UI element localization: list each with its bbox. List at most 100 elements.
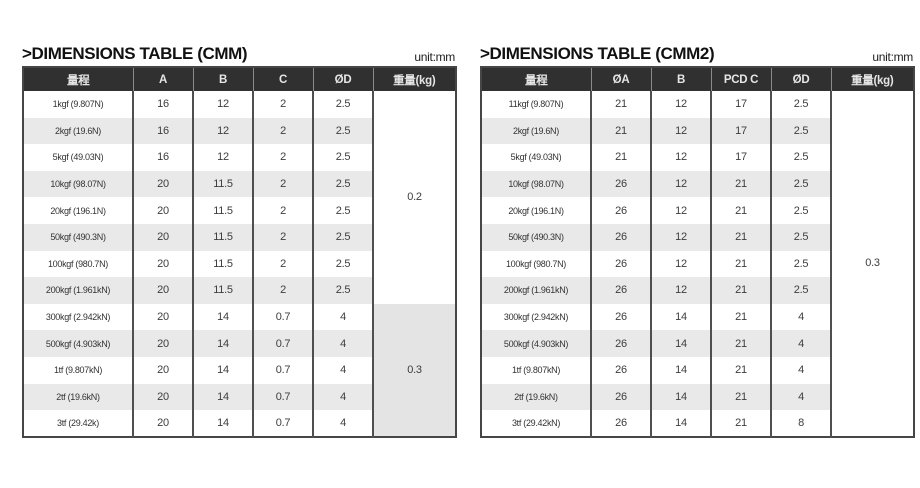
dimension-cell: 0.7	[252, 330, 313, 357]
dimension-cell: 2.5	[312, 117, 373, 145]
dimension-cell: 17	[710, 117, 771, 145]
dimension-cell: 20	[132, 277, 193, 304]
range-cell: 5kgf (49.03N)	[481, 144, 591, 171]
table-row: 300kgf (2.942kN) 26 14 21 4	[481, 303, 914, 331]
dimension-cell: 21	[710, 383, 771, 411]
table-row: 50kgf (490.3N) 20 11.5 2 2.5	[23, 223, 456, 251]
dimension-cell: 2.5	[312, 197, 373, 224]
table-row: 1tf (9.807kN) 20 14 0.7 4	[23, 356, 456, 384]
column-header: 重量(kg)	[372, 67, 456, 91]
table-row: 1kgf (9.807N) 16 12 2 2.5 0.2	[23, 91, 456, 304]
dimension-cell: 14	[650, 356, 711, 384]
column-header: C	[252, 67, 313, 91]
range-cell: 100kgf (980.7N)	[23, 250, 133, 278]
table-row: 500kgf (4.903kN) 26 14 21 4	[481, 330, 914, 357]
dimension-cell: 16	[132, 117, 193, 145]
table-row: 20kgf (196.1N) 26 12 21 2.5	[481, 197, 914, 224]
table-row: 2kgf (19.6N) 16 12 2 2.5	[23, 117, 456, 145]
dimension-cell: 20	[132, 170, 193, 198]
header-row: 量程 A B C ØD 重量(kg)	[23, 67, 456, 91]
column-header: B	[650, 67, 711, 91]
dimension-cell: 20	[132, 410, 193, 437]
dimension-cell: 4	[312, 356, 373, 384]
dimension-cell: 20	[132, 303, 193, 331]
column-header: ØD	[770, 67, 831, 91]
dimension-cell: 2.5	[770, 250, 831, 278]
dimension-cell: 11.5	[192, 197, 253, 224]
dimension-cell: 26	[590, 170, 651, 198]
dimension-cell: 12	[650, 91, 711, 118]
dimension-cell: 20	[132, 197, 193, 224]
dimension-cell: 12	[192, 91, 253, 118]
dimension-cell: 26	[590, 330, 651, 357]
dimension-cell: 14	[650, 330, 711, 357]
dimension-cell: 11.5	[192, 170, 253, 198]
cmm-table-head: 量程 A B C ØD 重量(kg)	[23, 67, 456, 91]
dimension-cell: 26	[590, 223, 651, 251]
range-cell: 11kgf (9.807N)	[481, 91, 591, 118]
dimension-cell: 2.5	[312, 277, 373, 304]
table-row: 2tf (19.6kN) 26 14 21 4	[481, 383, 914, 411]
table-row: 10kgf (98.07N) 20 11.5 2 2.5	[23, 170, 456, 198]
cmm2-unit-label: unit:mm	[872, 50, 913, 64]
dimension-cell: 4	[770, 383, 831, 411]
range-cell: 100kgf (980.7N)	[481, 250, 591, 278]
range-cell: 3tf (29.42kN)	[481, 410, 591, 437]
header-row: 量程 ØA B PCD C ØD 重量(kg)	[481, 67, 914, 91]
range-cell: 1tf (9.807kN)	[23, 356, 133, 384]
table-row: 2tf (19.6kN) 20 14 0.7 4	[23, 383, 456, 411]
dimension-cell: 14	[650, 410, 711, 437]
table-row: 2kgf (19.6N) 21 12 17 2.5	[481, 117, 914, 145]
dimension-cell: 4	[770, 330, 831, 357]
dimension-cell: 0.7	[252, 356, 313, 384]
range-cell: 500kgf (4.903kN)	[481, 330, 591, 357]
dimension-cell: 20	[132, 383, 193, 411]
range-cell: 20kgf (196.1N)	[23, 197, 133, 224]
dimension-cell: 14	[192, 303, 253, 331]
dimension-cell: 2.5	[770, 170, 831, 198]
range-cell: 50kgf (490.3N)	[481, 223, 591, 251]
range-cell: 10kgf (98.07N)	[23, 170, 133, 198]
dimension-cell: 2.5	[770, 91, 831, 118]
dimension-cell: 20	[132, 356, 193, 384]
dimension-cell: 26	[590, 356, 651, 384]
dimension-cell: 2	[252, 197, 313, 224]
dimension-cell: 8	[770, 410, 831, 437]
cmm2-table-body: 11kgf (9.807N) 21 12 17 2.5 0.3 2kgf (19.6N) 21…	[481, 91, 914, 437]
dimension-cell: 21	[710, 197, 771, 224]
table-row: 200kgf (1.961kN) 20 11.5 2 2.5	[23, 277, 456, 304]
dimension-cell: 20	[132, 250, 193, 278]
dimension-cell: 17	[710, 144, 771, 171]
dimension-cell: 2.5	[770, 197, 831, 224]
dimension-cell: 0.7	[252, 383, 313, 411]
range-cell: 2kgf (19.6N)	[23, 117, 133, 145]
dimension-cell: 12	[650, 250, 711, 278]
range-cell: 2tf (19.6kN)	[23, 383, 133, 411]
table-row: 100kgf (980.7N) 20 11.5 2 2.5	[23, 250, 456, 278]
table-row: 5kgf (49.03N) 16 12 2 2.5	[23, 144, 456, 171]
dimension-cell: 2.5	[770, 117, 831, 145]
range-cell: 1tf (9.807kN)	[481, 356, 591, 384]
dimension-cell: 26	[590, 303, 651, 331]
dimension-cell: 17	[710, 91, 771, 118]
dimension-cell: 16	[132, 91, 193, 118]
dimension-cell: 14	[650, 383, 711, 411]
dimension-cell: 21	[710, 277, 771, 304]
column-header: ØA	[590, 67, 651, 91]
weight-cell: 0.2	[372, 91, 456, 304]
dimension-cell: 21	[590, 144, 651, 171]
cmm2-dimensions-table: 量程 ØA B PCD C ØD 重量(kg) 11kgf (9.807N) 21 12 17 2…	[480, 66, 915, 438]
dimension-cell: 2	[252, 250, 313, 278]
range-cell: 20kgf (196.1N)	[481, 197, 591, 224]
cmm2-table-title: >DIMENSIONS TABLE (CMM2)	[480, 44, 715, 63]
cmm-table-title: >DIMENSIONS TABLE (CMM)	[22, 44, 248, 63]
table-row: 1tf (9.807kN) 26 14 21 4	[481, 356, 914, 384]
dimension-cell: 11.5	[192, 223, 253, 251]
dimension-cell: 2	[252, 144, 313, 171]
table-row: 500kgf (4.903kN) 20 14 0.7 4	[23, 330, 456, 357]
column-header: A	[132, 67, 193, 91]
column-header: 重量(kg)	[830, 67, 914, 91]
dimension-cell: 12	[192, 144, 253, 171]
range-cell: 2kgf (19.6N)	[481, 117, 591, 145]
dimension-cell: 4	[312, 383, 373, 411]
